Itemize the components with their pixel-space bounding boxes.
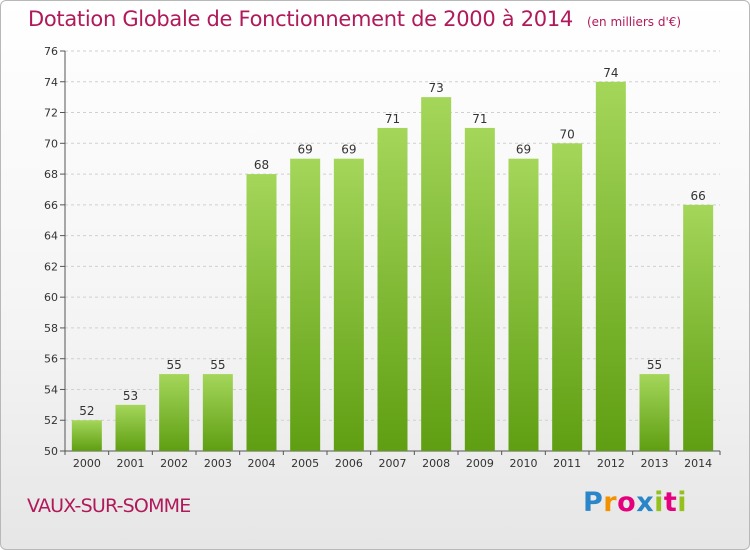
data-label-2001: 53 xyxy=(123,389,138,403)
data-label-2014: 66 xyxy=(691,189,706,203)
x-tick-label-2007: 2007 xyxy=(379,457,407,470)
data-label-2003: 55 xyxy=(210,358,225,372)
logo-letter: P xyxy=(583,487,604,518)
logo-letter: i xyxy=(654,487,664,518)
data-labels: 52 53 55 55 68 69 69 71 73 71 69 70 74 55 66 xyxy=(79,66,706,418)
chart-subtitle: (en milliers d'€) xyxy=(586,15,682,29)
bar-2009 xyxy=(464,127,495,451)
x-tick-label-2012: 2012 xyxy=(597,457,625,470)
bar-2003 xyxy=(202,374,233,451)
y-tick-label: 70 xyxy=(44,137,58,150)
bar-2005 xyxy=(290,158,321,451)
bar-2000 xyxy=(71,420,102,451)
x-tick-label-2004: 2004 xyxy=(248,457,276,470)
data-label-2009: 71 xyxy=(472,112,487,126)
x-tick-label-2008: 2008 xyxy=(422,457,450,470)
logo-letter: i xyxy=(677,487,688,518)
commune-name: VAUX-SUR-SOMME xyxy=(27,495,191,517)
x-tick-label-2011: 2011 xyxy=(553,457,581,470)
bar-2013 xyxy=(639,374,670,451)
bar-2014 xyxy=(683,204,714,451)
y-tick-label: 58 xyxy=(44,322,58,335)
y-tick-label: 62 xyxy=(44,260,58,273)
x-tick-label-2013: 2013 xyxy=(641,457,669,470)
proxiti-logo: Proxiti xyxy=(583,487,687,518)
logo-letter: o xyxy=(617,487,637,518)
logo-letter: x xyxy=(636,487,655,518)
data-label-2011: 70 xyxy=(560,127,575,141)
bar-2001 xyxy=(115,404,146,451)
bar-2011 xyxy=(552,143,583,452)
x-tick-label-2010: 2010 xyxy=(510,457,538,470)
data-label-2002: 55 xyxy=(167,358,182,372)
x-tick-label-2001: 2001 xyxy=(117,457,145,470)
x-tick-label-2009: 2009 xyxy=(466,457,494,470)
y-tick-label: 68 xyxy=(44,168,58,181)
bar-2006 xyxy=(333,158,364,451)
y-tick-label: 74 xyxy=(44,76,58,89)
data-label-2010: 69 xyxy=(516,143,531,157)
chart-title-text: Dotation Globale de Fonctionnement de 20… xyxy=(28,7,573,31)
data-label-2000: 52 xyxy=(79,404,94,418)
bar-2008 xyxy=(421,97,452,452)
x-tick-label-2014: 2014 xyxy=(684,457,712,470)
axes: 50 52 54 56 58 60 62 64 66 68 70 72 74 76 2000 2001 2002… xyxy=(44,45,721,470)
bars xyxy=(71,81,714,452)
data-label-2008: 73 xyxy=(429,81,444,95)
y-tick-label: 52 xyxy=(44,414,58,427)
bar-2010 xyxy=(508,158,539,451)
y-tick-label: 76 xyxy=(44,45,58,58)
chart-title: Dotation Globale de Fonctionnement de 20… xyxy=(28,7,681,31)
y-tick-label: 56 xyxy=(44,353,58,366)
data-label-2004: 68 xyxy=(254,158,269,172)
data-label-2012: 74 xyxy=(603,66,618,80)
bar-2007 xyxy=(377,127,408,451)
x-tick-label-2005: 2005 xyxy=(291,457,319,470)
data-label-2007: 71 xyxy=(385,112,400,126)
bar-2002 xyxy=(159,374,190,451)
data-label-2005: 69 xyxy=(298,143,313,157)
y-tick-label: 54 xyxy=(44,383,58,396)
y-tick-label: 64 xyxy=(44,230,58,243)
bar-2004 xyxy=(246,174,277,452)
y-tick-label: 60 xyxy=(44,291,58,304)
logo-letter: r xyxy=(603,487,618,518)
data-label-2006: 69 xyxy=(341,143,356,157)
bar-2012 xyxy=(595,81,626,452)
x-tick-label-2006: 2006 xyxy=(335,457,363,470)
data-label-2013: 55 xyxy=(647,358,662,372)
y-tick-label: 72 xyxy=(44,107,58,120)
y-tick-label: 50 xyxy=(44,445,58,458)
x-tick-label-2003: 2003 xyxy=(204,457,232,470)
x-tick-label-2002: 2002 xyxy=(160,457,188,470)
logo-letter: t xyxy=(663,487,678,518)
y-tick-label: 66 xyxy=(44,199,58,212)
x-tick-label-2000: 2000 xyxy=(73,457,101,470)
